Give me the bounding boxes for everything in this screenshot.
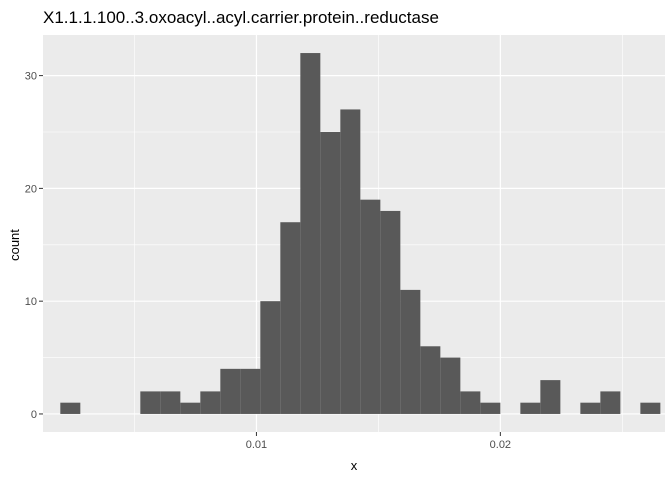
y-axis: 0 10 20 30 [25,71,43,421]
histogram-bar [400,289,421,414]
histogram-bar [220,368,241,414]
y-axis-title: count [7,229,22,261]
histogram-bar [460,391,481,414]
y-tick-label: 30 [25,71,37,83]
y-tick-label: 10 [25,296,37,308]
histogram-bar [480,402,501,414]
chart-title: X1.1.1.100..3.oxoacyl..acyl.carrier.prot… [43,8,439,27]
x-tick-label: 0.02 [490,439,511,451]
histogram-bar [140,391,161,414]
histogram-bar [600,391,621,414]
histogram-bar [640,402,661,414]
histogram-bar [320,131,341,414]
histogram-bar [260,301,281,414]
histogram-bar [340,109,361,414]
histogram-bar [420,346,441,414]
x-axis-title: x [351,458,358,473]
y-tick-label: 0 [31,409,37,421]
histogram-bar [200,391,221,414]
histogram-bar [540,380,561,414]
histogram-bar [280,222,301,414]
y-tick-label: 20 [25,183,37,195]
x-axis: 0.01 0.02 [246,432,511,451]
histogram-bar [520,402,541,414]
histogram-bar [580,402,601,414]
histogram-bar [380,210,401,414]
histogram-bar [240,368,261,414]
x-tick-label: 0.01 [246,439,267,451]
histogram-bars [60,53,661,414]
histogram-bar [300,53,321,414]
histogram-bar [60,402,81,414]
histogram-bar [180,402,201,414]
histogram-bar [440,357,461,414]
histogram-bar [360,199,381,414]
histogram-bar [160,391,181,414]
